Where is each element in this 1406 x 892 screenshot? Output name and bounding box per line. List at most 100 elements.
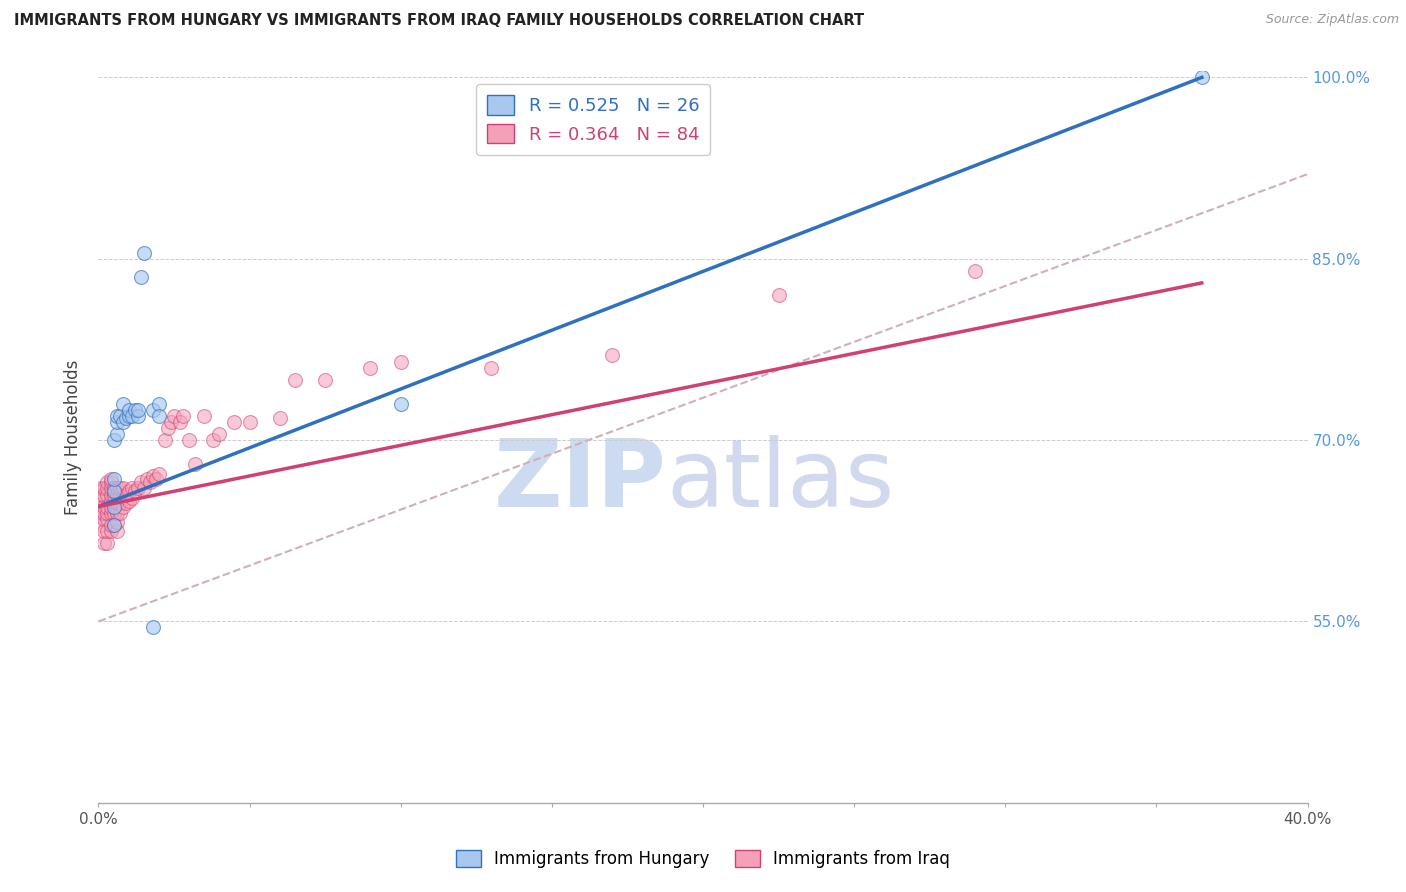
Point: [93, 506, 115, 520]
Point: [96, 506, 118, 520]
Point: [148, 397, 170, 411]
Text: ZIP: ZIP: [494, 435, 666, 527]
Point: [90, 517, 112, 532]
Point: [100, 506, 122, 520]
Point: [105, 427, 128, 442]
Point: [96, 524, 118, 538]
Point: [100, 482, 122, 496]
Point: [224, 415, 246, 429]
Point: [96, 536, 118, 550]
Point: [100, 475, 122, 490]
Point: [121, 409, 143, 423]
Point: [148, 467, 170, 481]
Point: [105, 409, 128, 423]
Point: [108, 409, 131, 423]
Point: [96, 475, 118, 490]
Point: [103, 493, 125, 508]
Point: [132, 482, 155, 496]
Point: [103, 487, 125, 501]
Point: [114, 487, 136, 501]
Point: [127, 409, 149, 423]
Point: [100, 517, 122, 532]
Point: [108, 482, 131, 496]
Point: [100, 487, 122, 501]
Point: [105, 524, 128, 538]
Point: [314, 373, 336, 387]
Point: [111, 490, 134, 504]
Point: [96, 511, 118, 525]
Point: [284, 373, 307, 387]
Point: [1191, 70, 1213, 85]
Point: [105, 516, 128, 530]
Point: [103, 500, 125, 514]
Point: [100, 472, 122, 486]
Text: atlas: atlas: [666, 435, 896, 527]
Point: [129, 269, 152, 284]
Point: [202, 433, 225, 447]
Point: [118, 483, 141, 498]
Point: [239, 415, 262, 429]
Point: [124, 403, 146, 417]
Point: [111, 397, 134, 411]
Point: [127, 482, 149, 496]
Point: [108, 487, 131, 501]
Point: [96, 482, 118, 496]
Text: Source: ZipAtlas.com: Source: ZipAtlas.com: [1265, 13, 1399, 27]
Point: [90, 487, 112, 501]
Point: [105, 482, 128, 496]
Point: [160, 415, 183, 429]
Point: [360, 360, 382, 375]
Point: [93, 482, 115, 496]
Point: [103, 517, 125, 532]
Point: [127, 403, 149, 417]
Legend: R = 0.525   N = 26, R = 0.364   N = 84: R = 0.525 N = 26, R = 0.364 N = 84: [477, 84, 710, 154]
Point: [193, 409, 215, 423]
Point: [93, 536, 115, 550]
Point: [135, 472, 157, 486]
Legend: Immigrants from Hungary, Immigrants from Iraq: Immigrants from Hungary, Immigrants from…: [450, 843, 956, 875]
Point: [129, 475, 152, 490]
Point: [105, 487, 128, 501]
Point: [100, 500, 122, 514]
Point: [148, 409, 170, 423]
Point: [124, 483, 146, 498]
Point: [142, 403, 165, 417]
Point: [93, 487, 115, 501]
Point: [389, 354, 412, 368]
Point: [156, 421, 179, 435]
Point: [145, 472, 167, 486]
Point: [269, 411, 291, 425]
Point: [139, 475, 162, 490]
Point: [96, 487, 118, 501]
Point: [121, 491, 143, 505]
Point: [142, 620, 165, 634]
Point: [105, 496, 128, 510]
Point: [132, 245, 155, 260]
Point: [93, 500, 115, 514]
Point: [108, 506, 131, 520]
Point: [481, 360, 503, 375]
Text: IMMIGRANTS FROM HUNGARY VS IMMIGRANTS FROM IRAQ FAMILY HOUSEHOLDS CORRELATION CH: IMMIGRANTS FROM HUNGARY VS IMMIGRANTS FR…: [14, 13, 865, 29]
Point: [103, 482, 125, 496]
Point: [103, 517, 125, 532]
Point: [96, 500, 118, 514]
Point: [108, 496, 131, 510]
Point: [105, 415, 128, 429]
Point: [103, 433, 125, 447]
Point: [142, 469, 165, 483]
Point: [208, 427, 231, 442]
Point: [90, 482, 112, 496]
Point: [602, 349, 624, 363]
Point: [184, 457, 207, 471]
Point: [121, 482, 143, 496]
Point: [114, 411, 136, 425]
Point: [93, 511, 115, 525]
Point: [103, 472, 125, 486]
Point: [389, 397, 412, 411]
Point: [965, 264, 987, 278]
Point: [118, 409, 141, 423]
Point: [103, 506, 125, 520]
Point: [90, 493, 112, 508]
Point: [172, 409, 194, 423]
Point: [93, 524, 115, 538]
